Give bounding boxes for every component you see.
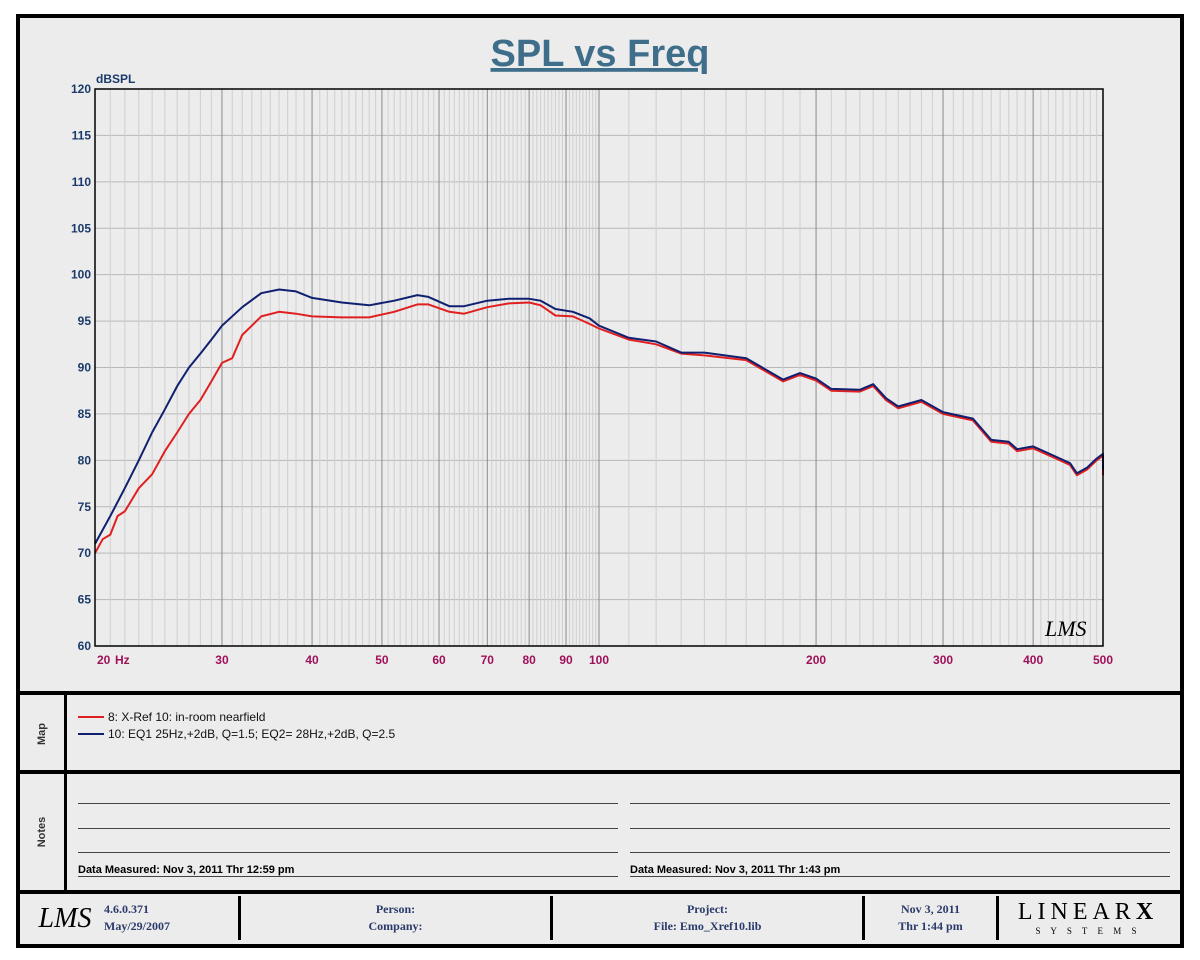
legend-text: 10: EQ1 25Hz,+2dB, Q=1.5; EQ2= 28Hz,+2dB… xyxy=(108,727,396,741)
note-measured-left: Data Measured: Nov 3, 2011 Thr 12:59 pm xyxy=(78,864,295,876)
legend-item: 10: EQ1 25Hz,+2dB, Q=1.5; EQ2= 28Hz,+2dB… xyxy=(78,727,395,741)
x-tick-labels: 20 30 40 50 60 70 80 90 100 200 300 400 500 xyxy=(97,653,1113,667)
company-label: Company: xyxy=(368,919,423,933)
x-tick-label: 40 xyxy=(305,653,319,667)
x-tick-label: 100 xyxy=(589,653,609,667)
series-line-2 xyxy=(94,288,1104,545)
version-block: 4.6.0.371 May/29/2007 xyxy=(104,896,234,940)
note-line xyxy=(78,803,618,804)
x-tick-label: 70 xyxy=(481,653,495,667)
note-line xyxy=(630,803,1170,804)
y-tick-label: 95 xyxy=(78,314,92,328)
x-tick-label: 20 xyxy=(97,653,111,667)
plot-area-border xyxy=(94,88,1104,647)
legend-swatch-navy xyxy=(78,733,104,735)
y-tick-labels: 60 65 70 75 80 85 90 95 100 105 110 115 120 xyxy=(71,82,91,653)
map-label: Map xyxy=(36,723,48,745)
x-axis-label: Hz xyxy=(115,653,130,667)
y-tick-label: 105 xyxy=(71,221,91,235)
note-line xyxy=(630,852,1170,853)
series-lines xyxy=(94,288,1104,554)
x-tick-label: 50 xyxy=(375,653,389,667)
x-tick-label: 300 xyxy=(933,653,953,667)
brand-text: LINEAR xyxy=(1017,899,1136,925)
footer-divider xyxy=(996,896,1000,940)
project-block: Project: File: Emo_Xref10.lib xyxy=(553,896,862,940)
chart-title: SPL vs Freq xyxy=(491,33,710,75)
lms-watermark: LMS xyxy=(1044,616,1087,641)
person-block: Person: Company: xyxy=(241,896,550,940)
x-tick-label: 200 xyxy=(806,653,826,667)
y-tick-label: 110 xyxy=(72,175,92,189)
x-tick-label: 80 xyxy=(522,653,536,667)
note-measured-right: Data Measured: Nov 3, 2011 Thr 1:43 pm xyxy=(630,864,841,876)
y-tick-label: 120 xyxy=(71,82,91,96)
person-label: Person: xyxy=(375,902,416,916)
date-block: Nov 3, 2011 Thr 1:44 pm xyxy=(865,896,996,940)
footer-divider xyxy=(550,896,862,940)
note-line xyxy=(78,876,618,877)
y-tick-label: 80 xyxy=(78,453,92,467)
y-tick-label: 75 xyxy=(78,500,92,514)
lms-logo: LMS xyxy=(38,902,92,934)
y-tick-label: 65 xyxy=(78,593,92,607)
notes-label: Notes xyxy=(36,816,48,848)
y-axis-label: dBSPL xyxy=(96,72,135,86)
grid xyxy=(94,88,1104,647)
brand-sub: S Y S T E M S xyxy=(1035,926,1141,936)
x-tick-label: 90 xyxy=(559,653,573,667)
x-tick-label: 60 xyxy=(432,653,446,667)
y-tick-label: 90 xyxy=(78,361,92,375)
legend-swatch-red xyxy=(78,716,104,718)
footer-date: Nov 3, 2011 xyxy=(900,902,960,916)
legend-text: 8: X-Ref 10: in-room nearfield xyxy=(108,710,266,724)
footer-time: Thr 1:44 pm xyxy=(898,919,963,933)
brand-x: X xyxy=(1135,899,1159,925)
y-tick-label: 70 xyxy=(78,546,92,560)
spl-chart: SPL vs Freq dBSPL 60 65 70 75 80 85 90 95 100 105… xyxy=(71,33,1113,667)
version-number: 4.6.0.371 xyxy=(104,902,149,916)
y-tick-label: 60 xyxy=(78,639,92,653)
footer-divider xyxy=(238,896,550,940)
y-tick-label: 85 xyxy=(78,407,92,421)
note-line xyxy=(630,828,1170,829)
legend-item: 8: X-Ref 10: in-room nearfield xyxy=(78,710,265,724)
linearx-logo: LINEARX S Y S T E M S xyxy=(1000,896,1176,940)
note-line xyxy=(630,876,1170,877)
footer-divider xyxy=(862,896,996,940)
project-label: Project: xyxy=(686,902,729,916)
divider-map-notes xyxy=(16,770,1184,774)
report-frame xyxy=(16,14,1184,948)
divider-chart-map xyxy=(16,691,1184,695)
version-date: May/29/2007 xyxy=(104,919,170,933)
y-tick-label: 115 xyxy=(72,128,92,142)
y-tick-label: 100 xyxy=(71,268,91,282)
x-tick-label: 30 xyxy=(215,653,229,667)
file-label: File: Emo_Xref10.lib xyxy=(653,919,762,933)
x-tick-label: 500 xyxy=(1093,653,1113,667)
note-line xyxy=(78,828,618,829)
x-tick-label: 400 xyxy=(1023,653,1043,667)
divider-notes-footer xyxy=(16,890,1184,894)
side-column-divider xyxy=(64,695,67,890)
note-line xyxy=(78,852,618,853)
series-line-1 xyxy=(94,301,1104,554)
